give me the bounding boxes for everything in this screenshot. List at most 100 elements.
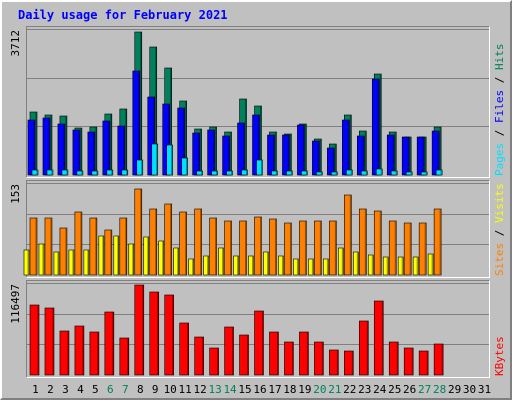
- day-label: 9: [152, 383, 159, 396]
- bar-shade: [117, 236, 119, 275]
- bar-shade: [311, 259, 314, 275]
- bar-shade: [296, 259, 299, 275]
- bar-shade: [215, 127, 217, 175]
- bar-shade: [317, 141, 320, 175]
- bar-shade: [321, 342, 324, 375]
- bar-shade: [411, 348, 413, 375]
- bar-shade: [183, 108, 185, 175]
- bar-pages: [301, 170, 308, 176]
- series-visits: [23, 235, 434, 276]
- day-label: 24: [373, 383, 387, 396]
- bar-files: [177, 107, 185, 176]
- bar-shade: [186, 158, 188, 175]
- bar-shade: [347, 120, 350, 175]
- bar-shade: [326, 259, 329, 275]
- bar-pages: [375, 168, 383, 176]
- bar-shade: [187, 323, 189, 375]
- bar-shade: [260, 106, 262, 175]
- bar-shade: [216, 171, 218, 175]
- legend-visits-sites: Sites / Visits: [493, 183, 506, 276]
- bar-shade: [172, 295, 174, 375]
- bar-shade: [108, 121, 110, 175]
- bar-kbytes: [254, 310, 264, 376]
- bar-sites: [284, 222, 292, 276]
- bar-shade: [27, 250, 29, 275]
- bar-shade: [246, 170, 248, 175]
- bar-shade: [51, 170, 53, 175]
- bar-visits: [367, 254, 374, 276]
- bar-pages: [181, 157, 188, 176]
- bar-sites: [134, 188, 143, 276]
- bar-kbytes: [358, 320, 369, 376]
- bar-shade: [349, 115, 352, 175]
- bar-shade: [72, 250, 74, 275]
- bar-shade: [237, 256, 239, 275]
- bar-shade: [67, 331, 69, 375]
- bar-shade: [266, 252, 269, 275]
- bar-pages: [256, 159, 263, 176]
- bar-shade: [364, 209, 366, 275]
- bar-shade: [81, 171, 83, 175]
- bar-shade: [157, 292, 159, 375]
- bar-shade: [332, 148, 335, 175]
- bar-shade: [217, 348, 219, 375]
- chart-title: Daily usage for February 2021: [18, 8, 228, 22]
- legend-entry: KBytes: [493, 336, 506, 376]
- bar-visits: [382, 256, 389, 276]
- bar-shade: [386, 257, 388, 275]
- day-label: 11: [179, 383, 192, 396]
- bar-shade: [334, 221, 337, 275]
- bar-shade: [356, 252, 358, 275]
- bar-shade: [396, 342, 398, 375]
- bar-kbytes: [284, 341, 294, 376]
- bar-sites: [209, 217, 217, 276]
- bar-files: [222, 135, 230, 176]
- bar-shade: [48, 118, 50, 175]
- bar-shade: [245, 221, 247, 275]
- legend-entry: Hits: [493, 44, 506, 71]
- bar-visits: [113, 235, 120, 276]
- bar-shade: [200, 209, 202, 275]
- bar-files: [416, 136, 425, 176]
- bar-kbytes: [89, 331, 100, 376]
- bar-kbytes: [209, 347, 219, 376]
- bar-visits: [397, 256, 404, 276]
- bar-shade: [262, 311, 264, 375]
- bar-pages: [76, 170, 84, 176]
- bar-pages: [420, 171, 428, 176]
- bar-shade: [431, 254, 433, 275]
- bar-shade: [156, 144, 158, 175]
- day-label: 23: [358, 383, 371, 396]
- bar-kbytes: [314, 341, 324, 376]
- bar-shade: [275, 171, 278, 175]
- bar-files: [431, 130, 440, 176]
- day-label: 3: [62, 383, 69, 396]
- bar-files: [401, 136, 410, 176]
- panel-kbytes: 116497 KBytes: [9, 280, 506, 378]
- x-axis-labels: 1 2 3 4 5 6 7 8 9 10 11 12 13 14 15 16 17 18 19 20 21 22 23 24 2…: [32, 383, 491, 396]
- bar-shade: [274, 132, 277, 175]
- plot-bevel-dark: [26, 180, 490, 278]
- bar-shade: [35, 218, 37, 275]
- bar-shade: [364, 131, 366, 175]
- bar-visits: [427, 253, 434, 276]
- day-label: 14: [223, 383, 237, 396]
- bar-shade: [222, 248, 224, 275]
- bar-shade: [155, 209, 157, 275]
- bar-shade: [153, 97, 155, 175]
- bar-shade: [350, 170, 353, 175]
- bar-shade: [50, 115, 52, 175]
- bar-pages: [360, 170, 368, 176]
- bar-kbytes: [149, 291, 160, 376]
- bar-pages: [91, 170, 99, 176]
- bar-shade: [335, 172, 338, 175]
- bar-shade: [304, 124, 307, 175]
- bar-visits: [23, 249, 30, 276]
- bar-shade: [36, 170, 38, 175]
- bar-visits: [173, 247, 179, 276]
- bar-pages: [151, 143, 159, 176]
- bar-shade: [93, 132, 95, 175]
- bar-shade: [362, 136, 364, 175]
- bar-shade: [231, 171, 233, 175]
- bar-shade: [50, 218, 52, 275]
